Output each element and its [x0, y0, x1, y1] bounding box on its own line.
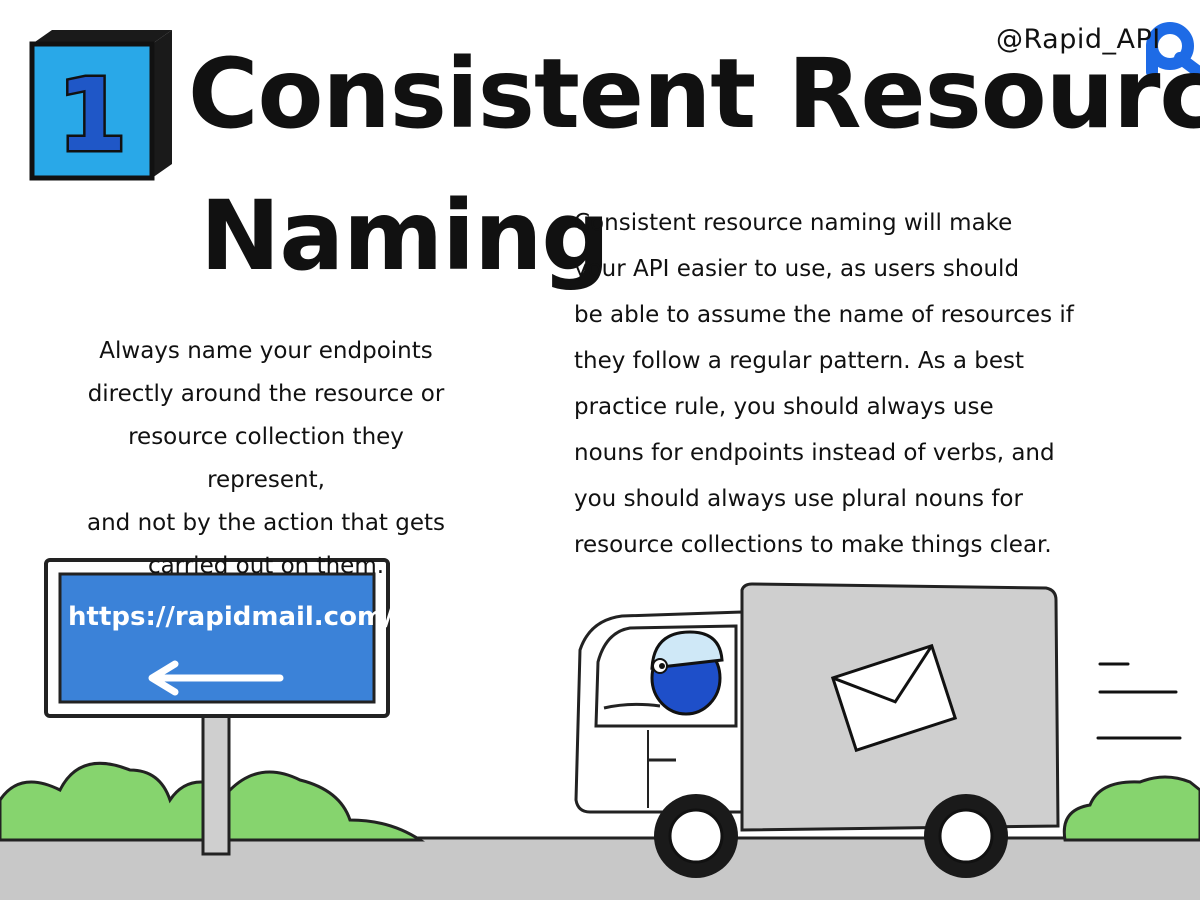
page-title-line-2: Naming: [200, 180, 610, 292]
bush-right: [1062, 775, 1200, 842]
right-paragraph: Consistent resource naming will make you…: [574, 200, 1104, 568]
right-paragraph-line: resource collections to make things clea…: [574, 532, 1052, 558]
left-paragraph-line: resource collection they represent,: [128, 424, 404, 493]
sign-url-text: https://rapidmail.com/posts: [68, 602, 474, 632]
right-paragraph-line: they follow a regular pattern. As a best: [574, 348, 1025, 374]
step-number: 1: [57, 57, 127, 174]
truck-wheel-front: [654, 794, 738, 878]
driver: [603, 630, 724, 716]
left-paragraph-line: Always name your endpoints: [99, 338, 433, 364]
left-paragraph: Always name your endpoints directly arou…: [66, 330, 466, 588]
step-badge: 1: [29, 30, 172, 181]
right-paragraph-line: your API easier to use, as users should: [574, 256, 1020, 282]
left-arrow-icon: [148, 660, 284, 696]
sign-board: [44, 558, 390, 718]
right-paragraph-line: nouns for endpoints instead of verbs, an…: [574, 440, 1055, 466]
road: [0, 838, 1200, 900]
rapid-api-logo-icon: [1146, 22, 1200, 78]
twitter-handle: @Rapid_API: [996, 24, 1161, 55]
right-paragraph-line: you should always use plural nouns for: [574, 486, 1023, 512]
left-paragraph-line: directly around the resource or: [87, 381, 445, 407]
motion-lines: [1096, 662, 1182, 740]
right-paragraph-line: practice rule, you should always use: [574, 394, 994, 420]
delivery-truck: [574, 582, 1182, 878]
truck-wheel-rear: [924, 794, 1008, 878]
left-paragraph-line: and not by the action that gets: [86, 510, 446, 536]
page-title-line-1: Consistent Resource: [188, 38, 1200, 150]
envelope-icon: [830, 643, 958, 753]
left-paragraph-line: carried out on them.: [147, 553, 385, 579]
sign-post: [201, 712, 231, 856]
right-paragraph-line: be able to assume the name of resources …: [574, 302, 1074, 328]
right-paragraph-line: Consistent resource naming will make: [574, 210, 1013, 236]
